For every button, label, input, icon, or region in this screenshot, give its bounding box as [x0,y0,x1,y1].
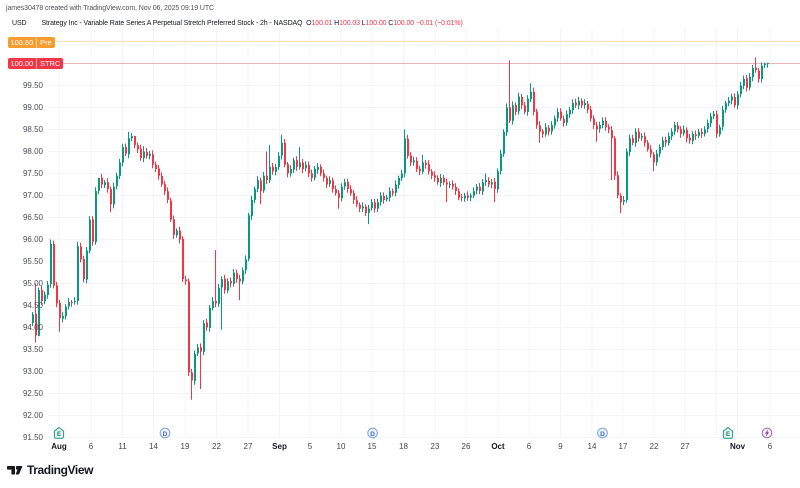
svg-text:D: D [600,431,605,438]
svg-text:E: E [57,431,62,438]
svg-text:D: D [370,431,375,438]
svg-text:E: E [726,431,731,438]
svg-text:D: D [163,431,168,438]
